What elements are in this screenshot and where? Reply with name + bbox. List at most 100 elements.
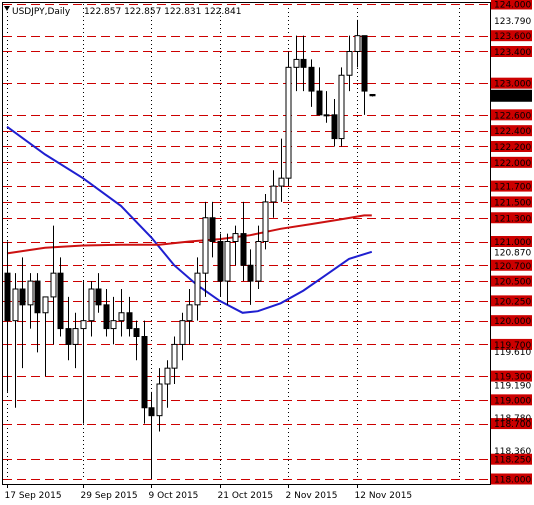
candle-body-down <box>126 312 133 330</box>
price-label-text: 118.700 <box>494 420 531 430</box>
time-label-5: 12 Nov 2015 <box>355 491 413 501</box>
price-label-bg <box>491 0 532 10</box>
candle-body-up <box>224 241 231 282</box>
candle-body-up <box>12 288 19 322</box>
candle-body-up <box>202 217 209 274</box>
candle-26 <box>202 201 209 297</box>
candle-43 <box>331 99 338 147</box>
candle-body-down <box>141 336 148 409</box>
candle-0 <box>4 241 11 392</box>
candle-body-up <box>338 74 345 140</box>
current-price-tag: 122.841 <box>491 89 532 102</box>
price-label-bg <box>491 275 532 287</box>
candle-body-down <box>57 272 64 330</box>
current-price-bg <box>491 89 532 102</box>
candle-body-up <box>270 185 277 203</box>
candle-body-up <box>80 320 87 330</box>
candle-41 <box>316 67 323 116</box>
price-level-label-11: 121.000 <box>491 236 532 248</box>
candle-body-up <box>278 177 285 187</box>
candle-body-down <box>19 288 26 306</box>
candle-body-up <box>285 66 292 179</box>
candle-24 <box>186 289 193 345</box>
price-label-text: 121.000 <box>494 238 531 248</box>
price-level-label-10: 121.300 <box>491 212 532 224</box>
candle-body-up <box>354 35 361 53</box>
candle-12 <box>95 273 102 313</box>
price-label-bg <box>491 259 532 271</box>
candle-body-down <box>103 304 110 330</box>
candle-body-up <box>118 312 125 322</box>
price-label-bg <box>491 370 532 382</box>
ma-fast-line <box>6 125 373 314</box>
candle-10 <box>80 281 87 424</box>
current-price-text: 122.841 <box>494 92 531 102</box>
price-level-label-2: 123.400 <box>491 46 532 58</box>
candle-body-down <box>148 407 155 417</box>
candle-body-down <box>369 93 376 97</box>
candle-body-up <box>156 383 163 417</box>
candle-21 <box>164 360 171 408</box>
candle-body-up <box>262 201 269 243</box>
candle-7 <box>57 257 64 337</box>
price-level-label-20: 118.250 <box>491 453 532 466</box>
chart-frame <box>2 2 491 485</box>
candle-3 <box>27 273 34 329</box>
price-label-text: 120.250 <box>494 297 531 307</box>
candle-4 <box>34 273 41 353</box>
price-scale-label-5: 118.360 <box>494 447 531 457</box>
price-label-text: 122.200 <box>494 143 531 153</box>
price-label-bg <box>491 473 532 485</box>
candle-5 <box>42 296 49 377</box>
price-label-text: 118.250 <box>494 456 531 466</box>
candle-6 <box>50 225 57 345</box>
candle-body-down <box>95 288 102 306</box>
candle-32 <box>247 249 254 305</box>
price-label-bg <box>491 236 532 247</box>
candle-22 <box>171 336 178 384</box>
candle-13 <box>103 289 110 337</box>
price-label-bg <box>491 156 532 168</box>
price-level-label-3: 123.000 <box>491 77 532 90</box>
candle-40 <box>308 59 315 107</box>
price-level-label-19: 118.700 <box>491 418 532 430</box>
price-level-label-14: 120.250 <box>491 295 532 307</box>
candle-25 <box>194 257 201 321</box>
price-level-label-4: 122.600 <box>491 109 532 121</box>
candle-body-up <box>293 58 300 68</box>
candle-47 <box>361 35 368 115</box>
price-label-bg <box>491 338 532 350</box>
time-label-4: 2 Nov 2015 <box>286 491 338 501</box>
candle-29 <box>224 233 231 305</box>
candle-9 <box>72 312 79 369</box>
price-level-label-7: 122.000 <box>491 156 532 169</box>
time-scale: 17 Sep 2015 29 Sep 2015 9 Oct 2015 21 Oct 2… <box>5 484 413 501</box>
price-label-text: 120.700 <box>494 262 531 272</box>
price-label-text: 123.000 <box>494 80 531 90</box>
candle-body-down <box>4 272 11 322</box>
price-label-text: 118.000 <box>494 476 531 486</box>
candle-body-down <box>65 328 72 345</box>
candle-body-up <box>346 51 353 76</box>
symbol-title: USDJPY,Daily <box>12 7 71 17</box>
candle-44 <box>338 67 345 147</box>
price-label-text: 119.700 <box>494 341 531 351</box>
candle-8 <box>65 296 72 361</box>
price-level-label-18: 119.000 <box>491 394 532 406</box>
price-label-text: 120.000 <box>494 317 531 327</box>
price-label-text: 119.000 <box>494 396 531 406</box>
time-label-0: 17 Sep 2015 <box>5 491 62 501</box>
chart-shift-marker[interactable] <box>4 6 10 11</box>
price-label-text: 120.500 <box>494 278 531 288</box>
price-level-label-21: 118.000 <box>491 473 532 486</box>
price-level-label-15: 120.000 <box>491 315 532 327</box>
candle-48 <box>369 93 376 97</box>
ohlc-readout: 122.857 122.857 122.831 122.841 <box>84 7 241 17</box>
candle-46 <box>354 19 361 68</box>
candle-body-down <box>331 114 338 140</box>
candle-body-up <box>323 114 330 117</box>
price-label-bg <box>491 141 532 152</box>
price-label-bg <box>491 418 532 430</box>
